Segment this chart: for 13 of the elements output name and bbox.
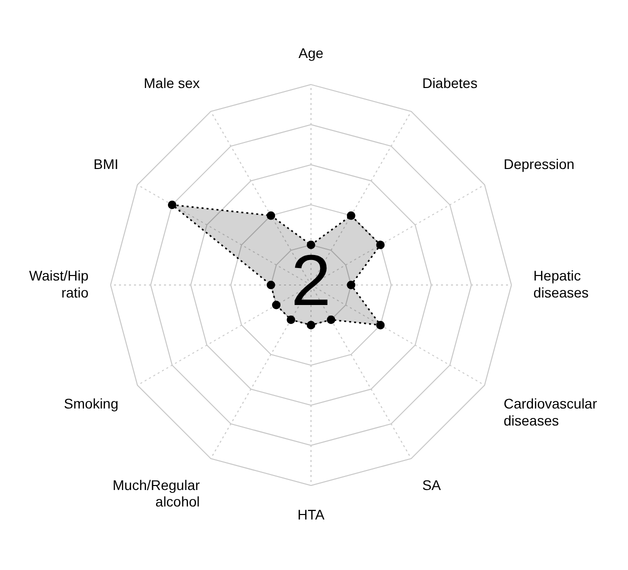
spoke-label: Much/Regular alcohol (112, 476, 200, 510)
spoke-label: Male sex (144, 74, 200, 91)
spoke-label: Waist/Hip ratio (29, 267, 89, 300)
spoke-label: Cardiovascular diseases (504, 395, 598, 428)
spoke-label: SA (422, 476, 442, 493)
spoke-label: Depression (504, 156, 574, 172)
text: 2 (290, 240, 332, 321)
spoke-label: Diabetes (422, 74, 478, 91)
spoke-label: Age (298, 45, 324, 62)
spoke-label: BMI (93, 156, 118, 172)
spoke-label: Hepatic diseases (533, 267, 589, 300)
spoke-label: Smoking (64, 395, 118, 412)
spoke-label: HTA (298, 506, 326, 523)
